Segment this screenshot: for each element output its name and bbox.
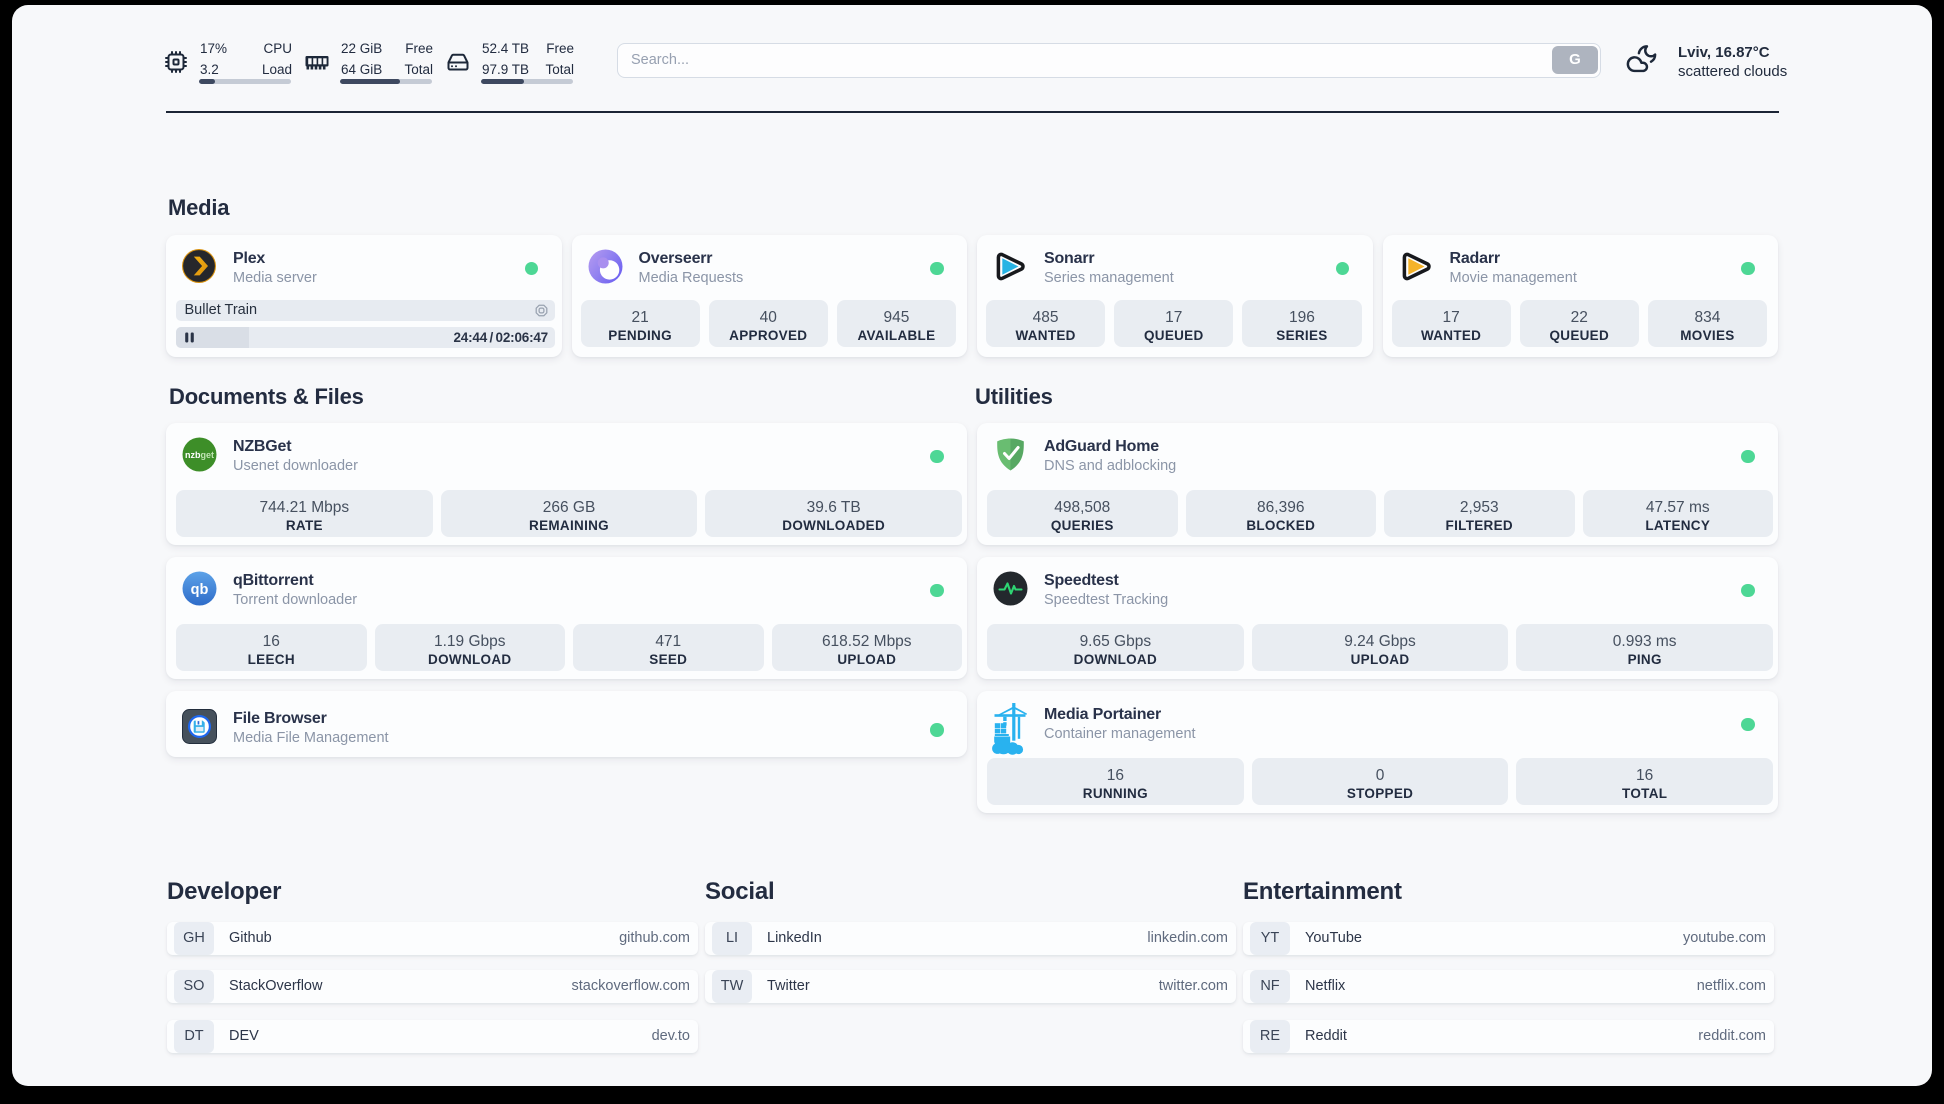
svg-text:qb: qb xyxy=(191,582,209,598)
svg-text:nzbget: nzbget xyxy=(185,450,214,460)
